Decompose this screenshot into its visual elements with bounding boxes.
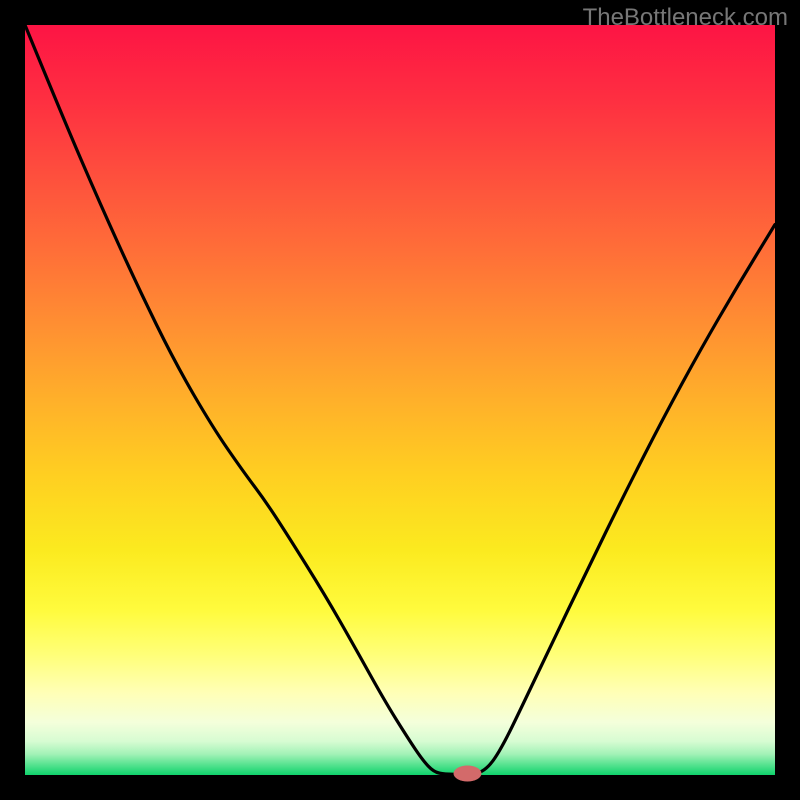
- plot-background: [25, 25, 775, 775]
- bottleneck-chart: [0, 0, 800, 800]
- optimal-point-marker: [454, 766, 482, 782]
- attribution-text: TheBottleneck.com: [583, 4, 788, 32]
- chart-container: TheBottleneck.com: [0, 0, 800, 800]
